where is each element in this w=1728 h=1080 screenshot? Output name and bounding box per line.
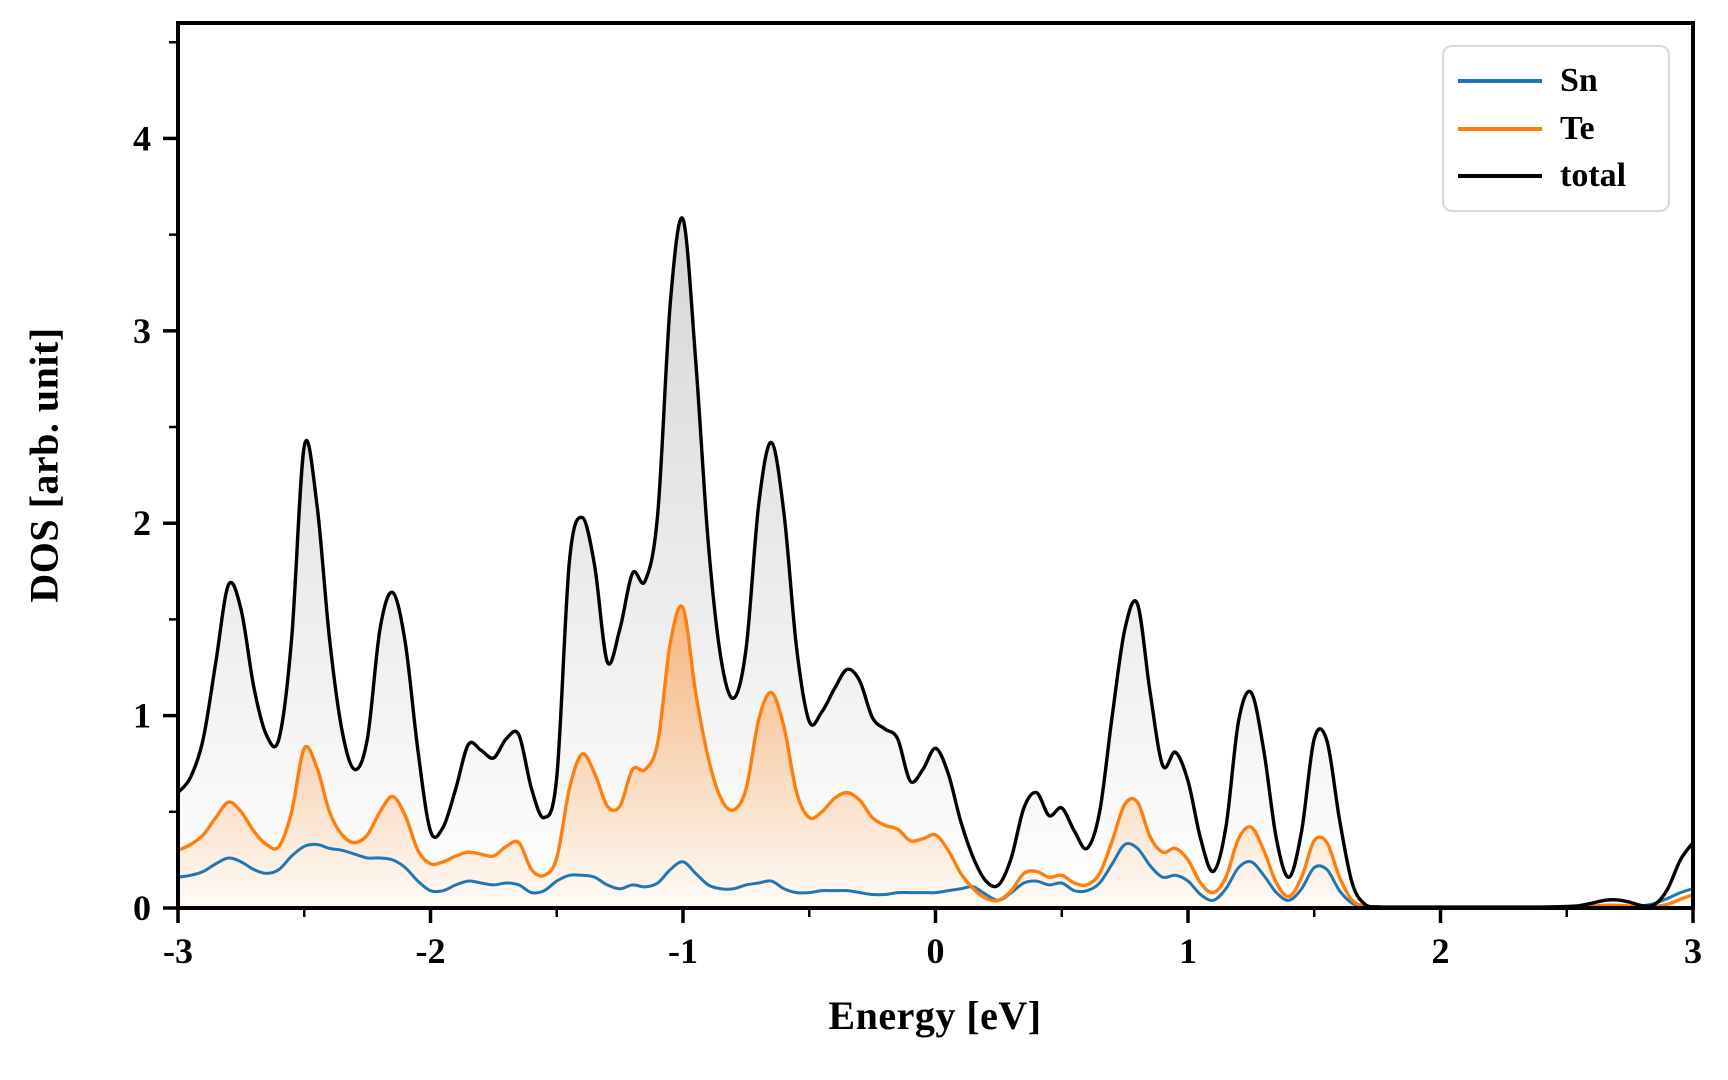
legend-item-te: Te	[1458, 106, 1654, 152]
legend-label-total: total	[1560, 157, 1627, 194]
x-tick-label: -2	[416, 931, 446, 971]
legend-swatch-te-line	[1458, 126, 1542, 131]
legend-swatch-total-line	[1458, 174, 1542, 178]
tick-labels: -3 -2 -1 0 1 2 3 0 1 2 3 4	[133, 118, 1702, 971]
y-tick-label: 4	[133, 118, 151, 158]
x-tick-label: 3	[1684, 931, 1702, 971]
x-tick-label: 2	[1432, 931, 1450, 971]
legend-label-sn: Sn	[1560, 62, 1598, 99]
legend-item-total: total	[1458, 153, 1654, 199]
axis-ticks	[163, 40, 1695, 923]
area-fill-total	[178, 217, 1693, 908]
y-tick-label: 2	[133, 503, 151, 543]
legend-label-te: Te	[1560, 109, 1595, 147]
x-tick-label: -3	[163, 931, 193, 971]
y-tick-label: 0	[133, 888, 151, 928]
x-tick-label: 0	[927, 931, 945, 971]
legend-swatch-sn-line	[1458, 79, 1542, 83]
y-axis-title: DOS [arb. unit]	[21, 327, 67, 603]
y-tick-label: 3	[133, 311, 151, 351]
legend-item-sn: Sn	[1458, 58, 1654, 104]
x-axis-title: Energy [eV]	[828, 993, 1042, 1038]
x-tick-label: 1	[1179, 931, 1197, 971]
y-tick-label: 1	[133, 696, 151, 736]
plot-area	[178, 216, 1693, 908]
x-tick-label: -1	[668, 931, 698, 971]
legend: Sn Te total	[1442, 45, 1670, 212]
area-fill-Te	[178, 605, 1693, 908]
